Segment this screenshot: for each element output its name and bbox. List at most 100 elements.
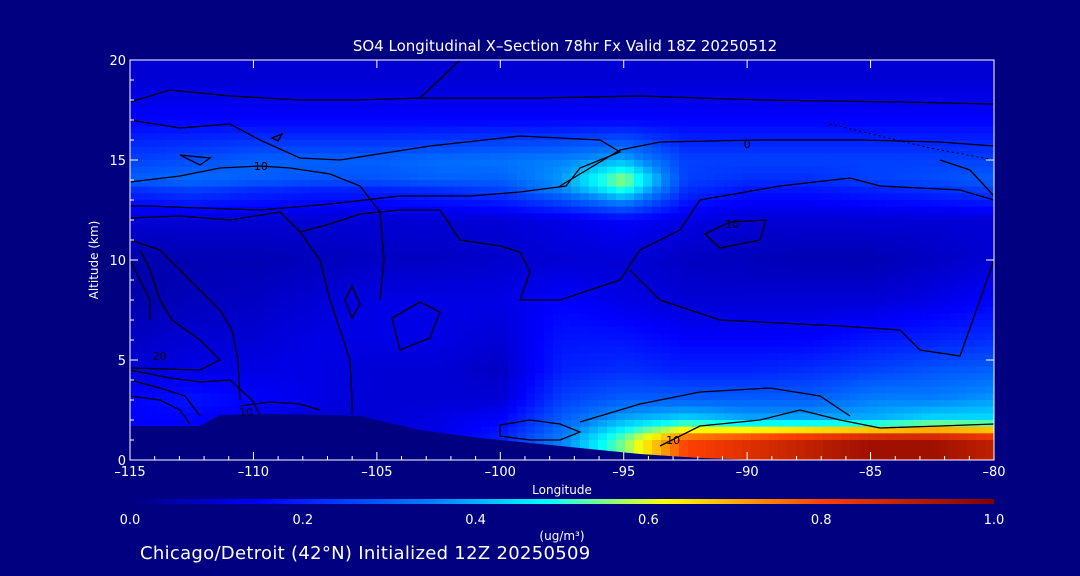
heatmap-cell — [652, 226, 662, 234]
heatmap-cell — [391, 113, 401, 121]
heatmap-cell — [661, 320, 671, 328]
heatmap-cell — [877, 346, 887, 354]
heatmap-cell — [220, 100, 230, 108]
heatmap-cell — [544, 280, 554, 288]
heatmap-cell — [265, 206, 275, 214]
heatmap-cell — [517, 60, 527, 68]
heatmap-cell — [184, 293, 194, 301]
heatmap-cell — [490, 126, 500, 134]
heatmap-cell — [985, 346, 994, 354]
heatmap-cell — [184, 260, 194, 268]
heatmap-cell — [706, 66, 716, 74]
heatmap-cell — [193, 333, 203, 341]
heatmap-cell — [724, 400, 734, 408]
heatmap-cell — [850, 100, 860, 108]
heatmap-cell — [481, 380, 491, 388]
heatmap-cell — [220, 320, 230, 328]
heatmap-cell — [787, 66, 797, 74]
heatmap-cell — [346, 293, 356, 301]
heatmap-cell — [688, 333, 698, 341]
heatmap-cell — [301, 326, 311, 334]
heatmap-cell — [823, 293, 833, 301]
heatmap-cell — [535, 106, 545, 114]
heatmap-cell — [265, 186, 275, 194]
heatmap-cell — [202, 120, 212, 128]
heatmap-cell — [661, 246, 671, 254]
heatmap-cell — [868, 220, 878, 228]
heatmap-cell — [760, 166, 770, 174]
heatmap-cell — [175, 73, 185, 81]
heatmap-cell — [175, 253, 185, 261]
heatmap-cell — [202, 66, 212, 74]
heatmap-cell — [976, 200, 986, 208]
heatmap-cell — [400, 320, 410, 328]
heatmap-cell — [220, 300, 230, 308]
heatmap-cell — [265, 286, 275, 294]
heatmap-cell — [832, 146, 842, 154]
heatmap-cell — [733, 200, 743, 208]
heatmap-cell — [256, 326, 266, 334]
heatmap-cell — [589, 293, 599, 301]
heatmap-cell — [904, 73, 914, 81]
heatmap-cell — [229, 233, 239, 241]
heatmap-cell — [697, 360, 707, 368]
heatmap-cell — [625, 286, 635, 294]
heatmap-cell — [454, 93, 464, 101]
heatmap-cell — [391, 100, 401, 108]
heatmap-cell — [670, 360, 680, 368]
heatmap-cell — [211, 100, 221, 108]
heatmap-cell — [616, 140, 626, 148]
heatmap-cell — [130, 140, 140, 148]
heatmap-cell — [202, 386, 212, 394]
heatmap-cell — [598, 186, 608, 194]
heatmap-cell — [886, 313, 896, 321]
heatmap-cell — [229, 326, 239, 334]
heatmap-cell — [319, 60, 329, 68]
heatmap-cell — [130, 186, 140, 194]
heatmap-cell — [265, 386, 275, 394]
heatmap-cell — [481, 293, 491, 301]
heatmap-cell — [310, 100, 320, 108]
heatmap-cell — [211, 293, 221, 301]
heatmap-cell — [175, 373, 185, 381]
heatmap-cell — [580, 340, 590, 348]
heatmap-cell — [832, 60, 842, 68]
heatmap-cell — [436, 80, 446, 88]
heatmap-cell — [634, 306, 644, 314]
heatmap-cell — [580, 80, 590, 88]
heatmap-cell — [184, 166, 194, 174]
heatmap-cell — [445, 240, 455, 248]
heatmap-cell — [391, 186, 401, 194]
heatmap-cell — [760, 366, 770, 374]
heatmap-cell — [472, 126, 482, 134]
heatmap-cell — [238, 140, 248, 148]
heatmap-cell — [877, 106, 887, 114]
heatmap-cell — [184, 80, 194, 88]
heatmap-cell — [931, 220, 941, 228]
heatmap-cell — [166, 246, 176, 254]
heatmap-cell — [877, 226, 887, 234]
heatmap-cell — [616, 326, 626, 334]
heatmap-cell — [670, 346, 680, 354]
heatmap-cell — [310, 380, 320, 388]
heatmap-cell — [526, 93, 536, 101]
heatmap-cell — [634, 353, 644, 361]
heatmap-cell — [445, 80, 455, 88]
heatmap-cell — [184, 300, 194, 308]
heatmap-cell — [805, 300, 815, 308]
heatmap-cell — [499, 380, 509, 388]
heatmap-cell — [724, 86, 734, 94]
heatmap-cell — [535, 360, 545, 368]
heatmap-cell — [796, 240, 806, 248]
heatmap-cell — [553, 60, 563, 68]
heatmap-cell — [490, 386, 500, 394]
heatmap-cell — [760, 326, 770, 334]
heatmap-cell — [382, 353, 392, 361]
heatmap-cell — [634, 146, 644, 154]
heatmap-cell — [661, 226, 671, 234]
heatmap-cell — [319, 93, 329, 101]
heatmap-cell — [238, 313, 248, 321]
heatmap-cell — [202, 140, 212, 148]
heatmap-cell — [625, 100, 635, 108]
heatmap-cell — [220, 266, 230, 274]
